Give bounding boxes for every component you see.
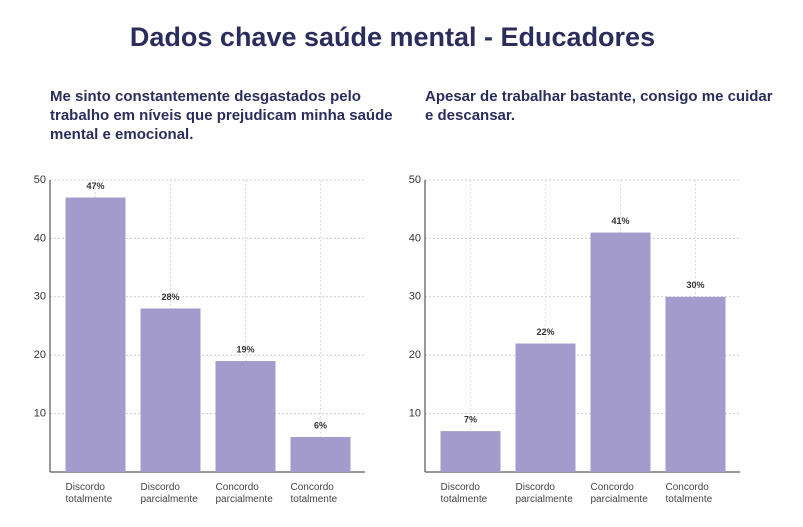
- y-tick-label: 40: [34, 232, 46, 244]
- bar: [665, 296, 726, 472]
- x-tick-label: Concordo totalmente: [290, 482, 338, 505]
- value-label: 30%: [686, 280, 704, 290]
- value-label: 28%: [161, 292, 179, 302]
- chart-subtitle: Apesar de trabalhar bastante, consigo me…: [425, 88, 773, 124]
- y-tick-label: 10: [409, 408, 421, 420]
- main-title: Dados chave saúde mental - Educadores: [129, 22, 656, 52]
- bar: [65, 197, 126, 472]
- bar: [290, 436, 351, 472]
- y-tick-label: 50: [409, 174, 421, 186]
- y-tick-label: 20: [34, 349, 46, 361]
- bar: [590, 232, 651, 472]
- x-tick-label: Discordo totalmente: [65, 482, 113, 505]
- x-tick-label: Discordo parcialmente: [140, 482, 198, 505]
- chart-subtitle: Me sinto constantemente desgastados pelo…: [50, 88, 393, 143]
- value-label: 47%: [86, 181, 104, 191]
- x-tick-label: Concordo parcialmente: [590, 482, 648, 505]
- y-tick-label: 20: [409, 349, 421, 361]
- y-tick-label: 40: [409, 232, 421, 244]
- value-label: 7%: [464, 414, 477, 424]
- value-label: 41%: [611, 216, 629, 226]
- y-tick-label: 10: [34, 408, 46, 420]
- x-tick-label: Discordo parcialmente: [515, 482, 573, 505]
- x-tick-label: Discordo totalmente: [440, 482, 488, 505]
- y-tick-label: 30: [34, 291, 46, 303]
- x-tick-label: Concordo parcialmente: [215, 482, 273, 505]
- bar: [515, 343, 576, 472]
- y-tick-label: 50: [34, 174, 46, 186]
- x-tick-label: Concordo totalmente: [665, 482, 713, 505]
- bar: [140, 308, 201, 472]
- value-label: 22%: [536, 327, 554, 337]
- y-tick-label: 30: [409, 291, 421, 303]
- bar: [440, 431, 501, 472]
- value-label: 6%: [314, 420, 327, 430]
- bar: [215, 361, 276, 472]
- value-label: 19%: [236, 344, 254, 354]
